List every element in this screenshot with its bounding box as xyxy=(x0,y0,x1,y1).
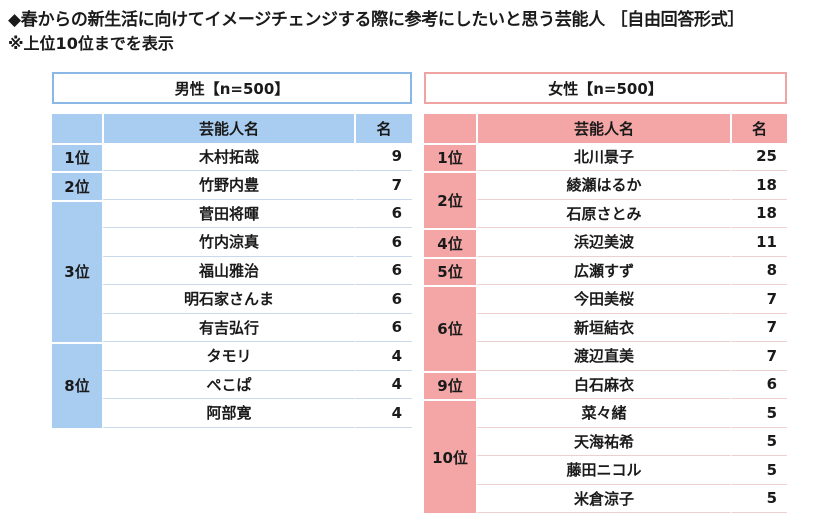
celebrity-name-cell: 菜々緒 xyxy=(476,399,732,428)
count-cell: 25 xyxy=(732,142,787,171)
rank-cell: 10位 xyxy=(424,399,476,513)
count-cell: 5 xyxy=(732,484,787,513)
rank-cell: 8位 xyxy=(52,342,102,428)
celebrity-name-cell: 有吉弘行 xyxy=(102,313,356,342)
name-column-header: 芸能人名 xyxy=(476,114,732,143)
count-cell: 6 xyxy=(356,228,412,257)
table-row: 2位 竹野内豊 7 xyxy=(52,171,412,200)
count-cell: 7 xyxy=(732,313,787,342)
table-row: 6位 今田美桜 7 xyxy=(424,285,787,371)
table-row: ぺこぱ 4 xyxy=(52,370,412,399)
celebrity-name-cell: 藤田ニコル xyxy=(476,456,732,485)
celebrity-name-cell: 浜辺美波 xyxy=(476,228,732,257)
celebrity-name-cell: 米倉涼子 xyxy=(476,484,732,513)
table-row: 石原さとみ 18 xyxy=(424,199,787,228)
rank-column-header xyxy=(52,114,102,143)
table-row: 8位 タモリ 4 xyxy=(52,342,412,428)
celebrity-name-cell: タモリ xyxy=(102,342,356,371)
name-column-header: 芸能人名 xyxy=(102,114,356,143)
table-row: 渡辺直美 7 xyxy=(424,342,787,371)
male-panel-header: 男性【n=500】 xyxy=(52,72,412,104)
table-row: 5位 広瀬すず 8 xyxy=(424,256,787,285)
count-cell: 7 xyxy=(732,342,787,371)
table-row: 天海祐希 5 xyxy=(424,427,787,456)
count-column-header: 名 xyxy=(356,114,412,143)
table-row: 1位 木村拓哉 9 xyxy=(52,142,412,171)
rank-column-header xyxy=(424,114,476,143)
table-row: 竹内涼真 6 xyxy=(52,228,412,257)
table-row: 2位 綾瀬はるか 18 xyxy=(424,171,787,228)
celebrity-name-cell: 白石麻衣 xyxy=(476,370,732,399)
page-subtitle: ※上位10位までを表示 xyxy=(8,34,174,53)
count-cell: 6 xyxy=(356,313,412,342)
page-title: ◆春からの新生活に向けてイメージチェンジする際に参考にしたいと思う芸能人 ［自由… xyxy=(8,10,745,30)
count-cell: 18 xyxy=(732,171,787,200)
table-row: 藤田ニコル 5 xyxy=(424,456,787,485)
table-row: 9位 白石麻衣 6 xyxy=(424,370,787,399)
celebrity-name-cell: ぺこぱ xyxy=(102,370,356,399)
celebrity-name-cell: 竹野内豊 xyxy=(102,171,356,200)
celebrity-name-cell: 広瀬すず xyxy=(476,256,732,285)
rank-cell: 2位 xyxy=(424,171,476,228)
count-cell: 9 xyxy=(356,142,412,171)
count-cell: 7 xyxy=(356,171,412,200)
count-cell: 6 xyxy=(356,199,412,228)
count-cell: 4 xyxy=(356,342,412,371)
count-cell: 5 xyxy=(732,456,787,485)
table-row: 阿部寛 4 xyxy=(52,399,412,428)
celebrity-name-cell: 菅田将暉 xyxy=(102,199,356,228)
rank-cell: 2位 xyxy=(52,171,102,200)
male-ranking-body: 1位 木村拓哉 9 2位 竹野内豊 7 3位 菅田将暉 6 竹内涼真 6 福山雅治 6 明石家さんま 6 有吉… xyxy=(52,142,412,428)
count-cell: 6 xyxy=(356,256,412,285)
celebrity-name-cell: 天海祐希 xyxy=(476,427,732,456)
celebrity-name-cell: 竹内涼真 xyxy=(102,228,356,257)
count-cell: 8 xyxy=(732,256,787,285)
table-row: 新垣結衣 7 xyxy=(424,313,787,342)
female-ranking-table: 芸能人名 名 1位 北川景子 25 2位 綾瀬はるか 18 石原さとみ 18 4位 浜辺美波 11 5… xyxy=(424,114,787,513)
table-row: 3位 菅田将暉 6 xyxy=(52,199,412,342)
count-column-header: 名 xyxy=(732,114,787,143)
rank-cell: 1位 xyxy=(424,142,476,171)
rank-cell: 9位 xyxy=(424,370,476,399)
female-ranking-body: 1位 北川景子 25 2位 綾瀬はるか 18 石原さとみ 18 4位 浜辺美波 11 5位 広瀬すず 8 6… xyxy=(424,142,787,513)
table-header-row: 芸能人名 名 xyxy=(424,114,787,143)
table-row: 福山雅治 6 xyxy=(52,256,412,285)
table-row: 米倉涼子 5 xyxy=(424,484,787,513)
count-cell: 4 xyxy=(356,399,412,428)
rank-cell: 4位 xyxy=(424,228,476,257)
table-row: 明石家さんま 6 xyxy=(52,285,412,314)
table-row: 4位 浜辺美波 11 xyxy=(424,228,787,257)
table-row: 有吉弘行 6 xyxy=(52,313,412,342)
celebrity-name-cell: 明石家さんま xyxy=(102,285,356,314)
count-cell: 5 xyxy=(732,399,787,428)
male-panel: 男性【n=500】 芸能人名 名 1位 木村拓哉 9 2位 竹野内豊 7 3位 菅田将暉 6 竹内… xyxy=(52,72,412,428)
female-panel: 女性【n=500】 芸能人名 名 1位 北川景子 25 2位 綾瀬はるか 18 石原さとみ 1… xyxy=(424,72,787,513)
count-cell: 4 xyxy=(356,370,412,399)
celebrity-name-cell: 今田美桜 xyxy=(476,285,732,314)
celebrity-name-cell: 福山雅治 xyxy=(102,256,356,285)
celebrity-name-cell: 石原さとみ xyxy=(476,199,732,228)
celebrity-name-cell: 阿部寛 xyxy=(102,399,356,428)
rank-cell: 3位 xyxy=(52,199,102,342)
rank-cell: 6位 xyxy=(424,285,476,371)
rank-cell: 5位 xyxy=(424,256,476,285)
celebrity-name-cell: 北川景子 xyxy=(476,142,732,171)
table-row: 10位 菜々緒 5 xyxy=(424,399,787,513)
count-cell: 6 xyxy=(732,370,787,399)
female-panel-header: 女性【n=500】 xyxy=(424,72,787,104)
celebrity-name-cell: 新垣結衣 xyxy=(476,313,732,342)
celebrity-name-cell: 綾瀬はるか xyxy=(476,171,732,200)
table-row: 1位 北川景子 25 xyxy=(424,142,787,171)
celebrity-name-cell: 木村拓哉 xyxy=(102,142,356,171)
celebrity-name-cell: 渡辺直美 xyxy=(476,342,732,371)
rank-cell: 1位 xyxy=(52,142,102,171)
count-cell: 11 xyxy=(732,228,787,257)
count-cell: 7 xyxy=(732,285,787,314)
count-cell: 6 xyxy=(356,285,412,314)
count-cell: 18 xyxy=(732,199,787,228)
table-header-row: 芸能人名 名 xyxy=(52,114,412,143)
male-ranking-table: 芸能人名 名 1位 木村拓哉 9 2位 竹野内豊 7 3位 菅田将暉 6 竹内涼真 6 福山雅治 6 明石… xyxy=(52,114,412,428)
count-cell: 5 xyxy=(732,427,787,456)
